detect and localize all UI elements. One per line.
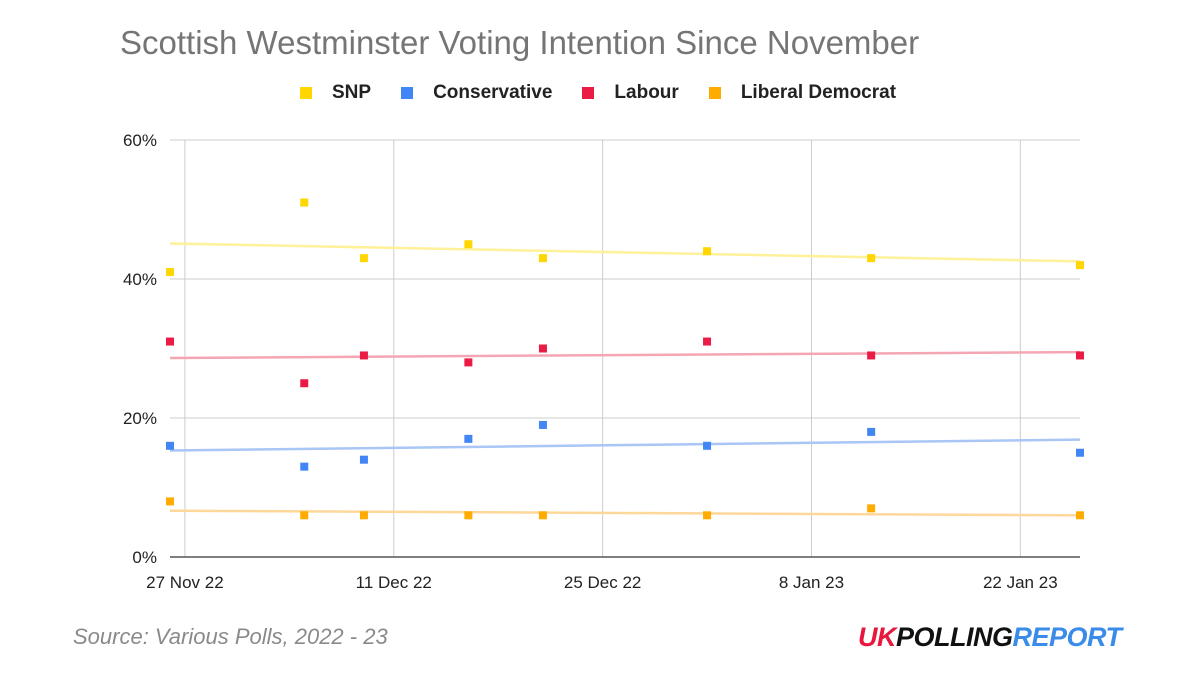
point-snp[interactable]	[300, 198, 309, 207]
point-liberal-democrat[interactable]	[464, 511, 473, 520]
legend-label-snp: SNP	[332, 82, 372, 103]
point-snp[interactable]	[538, 254, 547, 263]
legend-swatch-snp	[300, 87, 312, 99]
point-snp[interactable]	[1076, 261, 1084, 270]
trendline-snp	[169, 242, 1081, 263]
point-labour[interactable]	[703, 337, 712, 346]
point-snp[interactable]	[464, 240, 473, 249]
legend-item-liberal-democrat[interactable]: Liberal Democrat	[708, 82, 897, 104]
y-tick-label: 40%	[123, 270, 157, 289]
point-conservative[interactable]	[359, 455, 368, 464]
x-tick-label: 8 Jan 23	[779, 573, 844, 592]
point-conservative[interactable]	[703, 441, 712, 450]
trendline-liberal-democrat	[169, 509, 1081, 517]
point-snp[interactable]	[867, 254, 876, 263]
point-snp[interactable]	[703, 247, 712, 256]
source-note: Source: Various Polls, 2022 - 23	[73, 624, 388, 649]
point-labour[interactable]	[359, 351, 368, 360]
x-tick-label: 27 Nov 22	[146, 573, 224, 592]
logo-polling: POLLING	[896, 622, 1013, 652]
point-liberal-democrat[interactable]	[1076, 511, 1084, 520]
x-tick-label: 11 Dec 22	[356, 573, 432, 592]
legend-swatch-conservative	[401, 87, 414, 99]
point-labour[interactable]	[300, 379, 309, 388]
trendline-labour	[169, 350, 1081, 360]
ukpollingreport-logo: UKPOLLINGREPORT	[858, 622, 1122, 653]
x-tick-label: 22 Jan 23	[983, 573, 1058, 592]
point-conservative[interactable]	[1076, 448, 1084, 457]
grid-layer	[170, 139, 1080, 557]
legend-item-conservative[interactable]: Conservative	[401, 82, 552, 104]
legend-item-snp[interactable]: SNP	[300, 82, 371, 104]
chart-title: Scottish Westminster Voting Intention Si…	[120, 24, 920, 61]
legend-item-labour[interactable]: Labour	[582, 82, 679, 104]
point-liberal-democrat[interactable]	[300, 511, 309, 520]
point-labour[interactable]	[166, 337, 174, 346]
point-conservative[interactable]	[464, 434, 473, 443]
point-conservative[interactable]	[538, 420, 547, 429]
point-liberal-democrat[interactable]	[538, 511, 547, 520]
point-snp[interactable]	[166, 268, 174, 277]
logo-uk: UK	[858, 622, 897, 652]
legend-swatch-liberal-democrat	[708, 87, 721, 99]
point-conservative[interactable]	[867, 427, 876, 436]
legend-label-labour: Labour	[614, 82, 679, 103]
point-liberal-democrat[interactable]	[867, 504, 876, 513]
chart-legend: SNP Conservative Labour Liberal Democrat	[300, 80, 926, 106]
point-liberal-democrat[interactable]	[703, 511, 712, 520]
legend-label-conservative: Conservative	[433, 82, 553, 103]
point-labour[interactable]	[538, 344, 547, 353]
trend-layer	[169, 242, 1081, 517]
axis-layer: 0% 20% 40% 60% 27 Nov 22 11 Dec 22 25 Dec 22 8 …	[123, 131, 1080, 592]
point-liberal-democrat[interactable]	[359, 511, 368, 520]
y-tick-label: 20%	[123, 409, 157, 428]
y-tick-label: 0%	[132, 548, 157, 567]
point-labour[interactable]	[1076, 351, 1084, 360]
point-labour[interactable]	[464, 358, 473, 367]
legend-swatch-labour	[582, 87, 595, 99]
point-labour[interactable]	[867, 351, 876, 360]
trendline-conservative	[169, 438, 1081, 452]
x-tick-label: 25 Dec 22	[564, 573, 642, 592]
point-liberal-democrat[interactable]	[166, 497, 174, 506]
point-layer	[166, 198, 1084, 520]
logo-report: REPORT	[1012, 622, 1123, 652]
point-conservative[interactable]	[166, 441, 174, 450]
point-conservative[interactable]	[300, 462, 309, 471]
point-snp[interactable]	[359, 254, 368, 263]
y-tick-label: 60%	[123, 131, 157, 150]
legend-label-liberal-democrat: Liberal Democrat	[740, 82, 897, 103]
